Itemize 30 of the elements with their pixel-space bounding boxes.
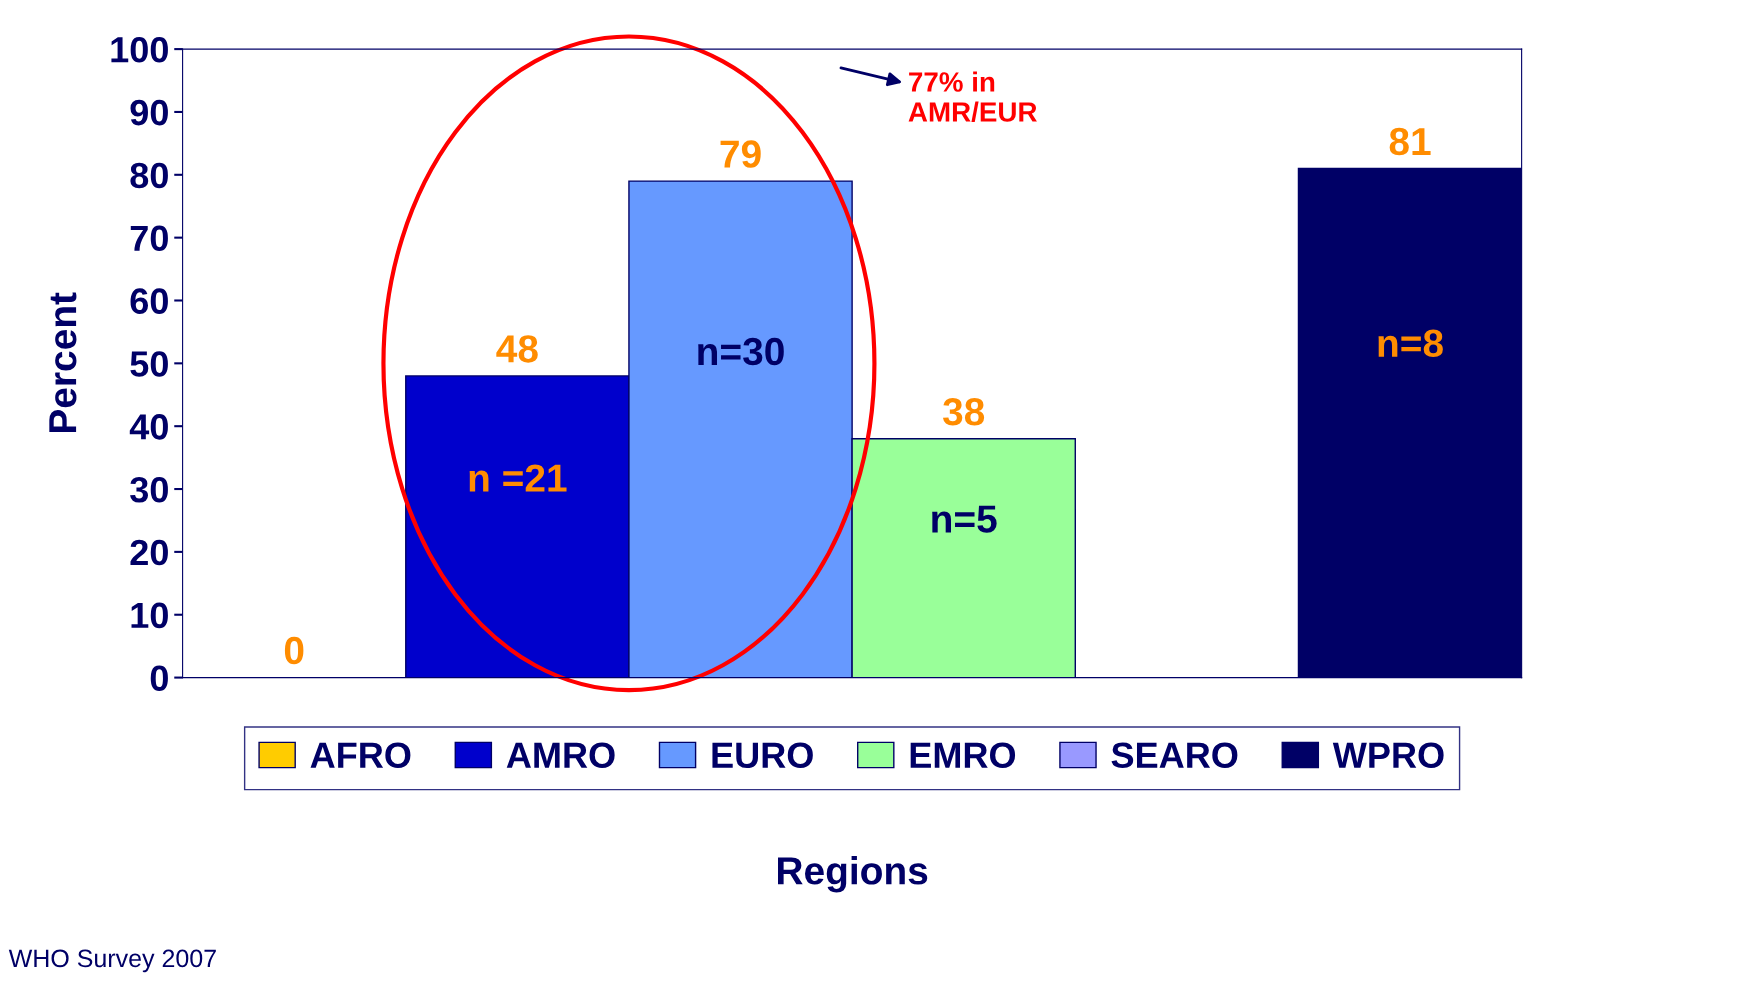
annotation: n =21 [469, 464, 567, 492]
y-tick-label: 90 [130, 99, 168, 126]
legend-label: AMRO [506, 742, 615, 769]
annotation: 77% in AMR/EUR [908, 71, 1037, 123]
y-tick-label: 10 [131, 602, 168, 629]
y-tick-label: 50 [130, 351, 168, 377]
y-tick-label: 60 [130, 288, 168, 314]
legend-label: WPRO [1332, 742, 1444, 769]
text: WHO Survey 2007 [8, 949, 216, 973]
annotation: n=8 [1378, 329, 1443, 358]
annotation: n=30 [698, 337, 784, 366]
legend-label: EMRO [910, 742, 1016, 769]
y-axis-title: Percent [49, 292, 77, 433]
annotation: n=5 [932, 505, 997, 533]
y-tick-label: 70 [130, 225, 168, 252]
data-label: 38 [942, 397, 985, 426]
legend-label: EURO [712, 742, 813, 769]
legend-label: SEARO [1111, 742, 1238, 769]
data-label: 48 [496, 335, 538, 363]
y-tick-label: 0 [150, 665, 168, 692]
y-tick-label: 80 [130, 162, 168, 189]
y-tick-label: 30 [130, 476, 168, 503]
y-tick-label: 20 [130, 539, 168, 566]
legend-label: AFRO [310, 742, 411, 769]
data-label: 81 [1389, 127, 1431, 156]
data-label: 79 [720, 140, 761, 168]
data-label: 0 [284, 636, 304, 665]
y-tick-label: 40 [129, 414, 168, 440]
x-axis-title: Regions [778, 856, 928, 893]
y-tick-label: 100 [111, 36, 168, 63]
